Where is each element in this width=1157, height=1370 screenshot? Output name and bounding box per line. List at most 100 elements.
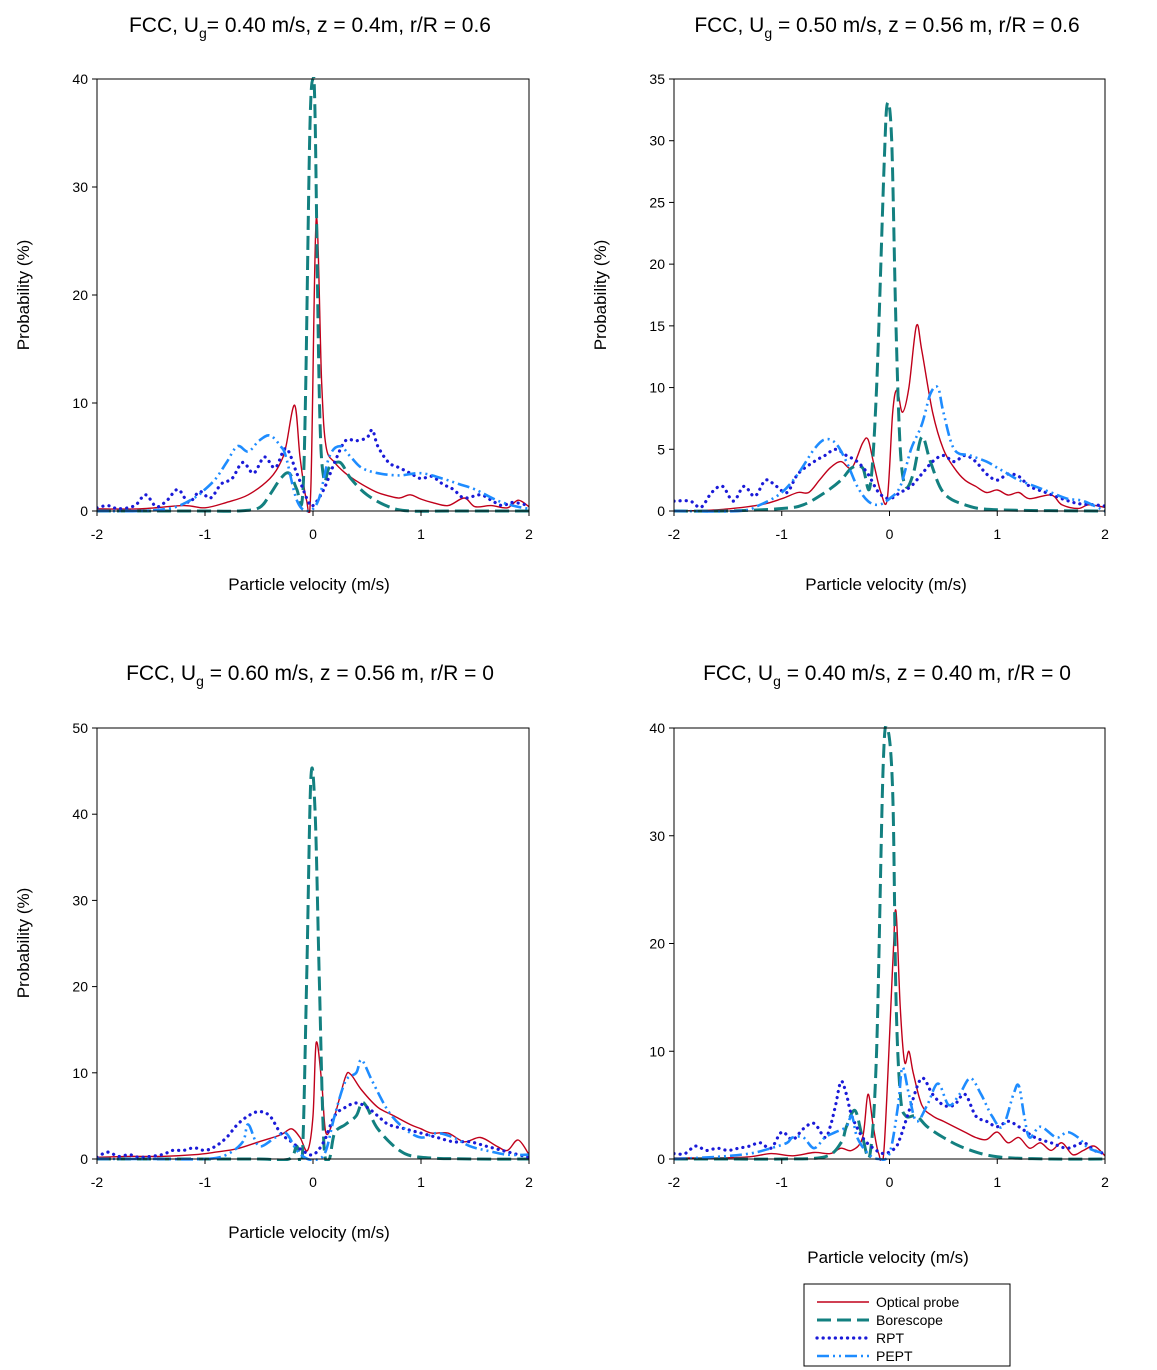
panel-2-title: FCC, Ug = 0.50 m/s, z = 0.56 m, r/R = 0.… bbox=[694, 14, 1079, 41]
plot-frame bbox=[96, 78, 530, 512]
y-tick-label: 20 bbox=[649, 936, 665, 952]
series-line-borescope bbox=[97, 77, 529, 513]
x-tick-label: -1 bbox=[776, 526, 789, 542]
title-post: = 0.40 m/s, z = 0.4m, r/R = 0.6 bbox=[207, 14, 491, 37]
panel-1-ylabel: Probability (%) bbox=[14, 240, 33, 351]
x-tick-label: -1 bbox=[199, 1174, 212, 1190]
x-tick-label: 0 bbox=[309, 526, 317, 542]
legend: Optical probe Borescope RPT PEPT bbox=[803, 1283, 1011, 1367]
series-group bbox=[97, 766, 529, 1161]
y-tick-label: 40 bbox=[72, 806, 88, 822]
title-post: = 0.50 m/s, z = 0.56 m, r/R = 0.6 bbox=[772, 14, 1080, 37]
series-line-rpt bbox=[97, 1101, 529, 1159]
panel-2-ylabel: Probability (%) bbox=[591, 240, 610, 351]
y-tick-label: 40 bbox=[72, 71, 88, 87]
title-sub: g bbox=[199, 25, 207, 41]
title-sub: g bbox=[196, 673, 204, 689]
series-line-optical-probe bbox=[97, 1041, 529, 1158]
panel-3-title: FCC, Ug = 0.60 m/s, z = 0.56 m, r/R = 0 bbox=[126, 662, 494, 689]
panel-2: FCC, Ug = 0.50 m/s, z = 0.56 m, r/R = 0.… bbox=[591, 14, 1109, 594]
y-tick-label: 25 bbox=[649, 194, 665, 210]
panel-2-xlabel: Particle velocity (m/s) bbox=[805, 575, 967, 594]
y-tick-label: 15 bbox=[649, 318, 665, 334]
x-tick-label: 1 bbox=[417, 526, 425, 542]
x-tick-label: -2 bbox=[91, 526, 104, 542]
title-sub: g bbox=[764, 25, 772, 41]
legend-item-rpt: RPT bbox=[815, 1330, 904, 1346]
series-line-optical-probe bbox=[97, 217, 529, 513]
title-post: = 0.40 m/s, z = 0.40 m, r/R = 0 bbox=[781, 662, 1071, 685]
panel-3-xlabel: Particle velocity (m/s) bbox=[228, 1223, 390, 1242]
y-tick-label: 35 bbox=[649, 71, 665, 87]
series-line-optical-probe bbox=[674, 323, 1105, 512]
series-group bbox=[97, 77, 529, 513]
series-line-pept bbox=[674, 385, 1105, 513]
series-line-rpt bbox=[674, 447, 1105, 510]
y-tick-label: 0 bbox=[657, 503, 665, 519]
plot-frame bbox=[96, 727, 530, 1160]
y-tick-label: 20 bbox=[72, 287, 88, 303]
series-line-pept bbox=[97, 1058, 529, 1161]
y-tick-label: 10 bbox=[72, 395, 88, 411]
series-line-rpt bbox=[674, 1076, 1105, 1156]
y-tick-label: 0 bbox=[657, 1151, 665, 1167]
x-tick-label: 1 bbox=[993, 526, 1001, 542]
panel-3-ylabel: Probability (%) bbox=[14, 888, 33, 999]
y-tick-label: 30 bbox=[72, 179, 88, 195]
x-tick-label: 2 bbox=[525, 1174, 533, 1190]
plot-frame bbox=[673, 727, 1106, 1160]
legend-item-pept: PEPT bbox=[817, 1348, 913, 1364]
panel-4-xlabel: Particle velocity (m/s) bbox=[807, 1248, 969, 1267]
legend-item-borescope: Borescope bbox=[817, 1312, 943, 1328]
y-tick-label: 0 bbox=[80, 1151, 88, 1167]
x-tick-label: 2 bbox=[1101, 1174, 1109, 1190]
x-tick-label: -2 bbox=[91, 1174, 104, 1190]
panel-4: FCC, Ug = 0.40 m/s, z = 0.40 m, r/R = 0 … bbox=[649, 662, 1109, 1267]
title-pre: FCC, U bbox=[694, 14, 764, 37]
title-pre: FCC, U bbox=[703, 662, 773, 685]
panel-3: FCC, Ug = 0.60 m/s, z = 0.56 m, r/R = 0 … bbox=[14, 662, 533, 1242]
y-tick-label: 50 bbox=[72, 720, 88, 736]
x-tick-label: -1 bbox=[199, 526, 212, 542]
x-tick-label: 1 bbox=[993, 1174, 1001, 1190]
series-line-borescope bbox=[674, 101, 1105, 513]
panel-1-xlabel: Particle velocity (m/s) bbox=[228, 575, 390, 594]
panel-1: FCC, Ug= 0.40 m/s, z = 0.4m, r/R = 0.6 P… bbox=[14, 14, 533, 594]
legend-label: RPT bbox=[876, 1330, 904, 1346]
y-tick-label: 30 bbox=[649, 133, 665, 149]
series-group bbox=[674, 726, 1105, 1161]
y-tick-label: 30 bbox=[72, 892, 88, 908]
title-post: = 0.60 m/s, z = 0.56 m, r/R = 0 bbox=[204, 662, 494, 685]
title-sub: g bbox=[773, 673, 781, 689]
y-tick-label: 20 bbox=[72, 979, 88, 995]
y-tick-label: 10 bbox=[72, 1065, 88, 1081]
plot-frame bbox=[673, 78, 1106, 512]
title-pre: FCC, U bbox=[126, 662, 196, 685]
legend-label: PEPT bbox=[876, 1348, 913, 1364]
x-tick-label: -2 bbox=[668, 526, 681, 542]
y-tick-label: 30 bbox=[649, 828, 665, 844]
legend-label: Borescope bbox=[876, 1312, 943, 1328]
x-tick-label: 2 bbox=[525, 526, 533, 542]
series-line-pept bbox=[674, 1066, 1105, 1161]
panel-4-title: FCC, Ug = 0.40 m/s, z = 0.40 m, r/R = 0 bbox=[703, 662, 1071, 689]
series-line-borescope bbox=[674, 726, 1105, 1161]
x-tick-label: 0 bbox=[886, 1174, 894, 1190]
legend-item-optical-probe: Optical probe bbox=[817, 1294, 959, 1310]
y-tick-label: 10 bbox=[649, 380, 665, 396]
x-tick-label: -1 bbox=[776, 1174, 789, 1190]
x-tick-label: 0 bbox=[886, 526, 894, 542]
series-group bbox=[674, 101, 1105, 513]
x-tick-label: 2 bbox=[1101, 526, 1109, 542]
series-line-rpt bbox=[97, 428, 529, 511]
y-tick-label: 10 bbox=[649, 1043, 665, 1059]
y-tick-label: 5 bbox=[657, 441, 665, 457]
x-tick-label: 0 bbox=[309, 1174, 317, 1190]
y-tick-label: 0 bbox=[80, 503, 88, 519]
panel-1-title: FCC, Ug= 0.40 m/s, z = 0.4m, r/R = 0.6 bbox=[129, 14, 491, 41]
